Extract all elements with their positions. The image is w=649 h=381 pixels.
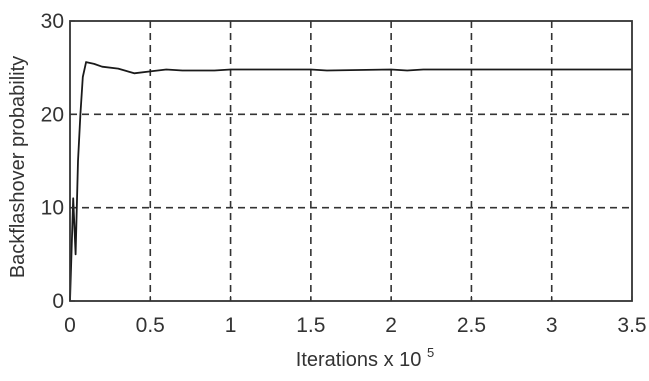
x-tick-label: 0 [64,314,76,337]
y-axis-label: Backflashover probability [7,56,29,278]
series-layer [69,61,632,302]
x-axis-label-exponent: 5 [427,345,434,360]
x-tick-label: 3 [546,314,558,337]
plot-frame [69,20,633,302]
x-tick-label: 3.5 [617,314,646,337]
x-tick-label: 1.5 [296,314,325,337]
x-tick-label: 0.5 [136,314,165,337]
x-axis-label: Iterations x 10 5 [296,345,434,371]
x-tick-label: 1 [225,314,237,337]
grid [70,21,632,301]
y-tick-label: 10 [41,197,64,220]
series-line [69,61,632,302]
x-axis-label-text: Iterations x 10 [296,349,422,371]
y-tick-label: 0 [52,290,64,313]
ticks: 0 0.5 1 1.5 2 2.5 3 3.5 0 10 20 30 [41,10,647,337]
x-tick-label: 2 [385,314,397,337]
x-tick-label: 2.5 [457,314,486,337]
y-tick-label: 30 [41,10,64,33]
y-tick-label: 20 [41,103,64,126]
